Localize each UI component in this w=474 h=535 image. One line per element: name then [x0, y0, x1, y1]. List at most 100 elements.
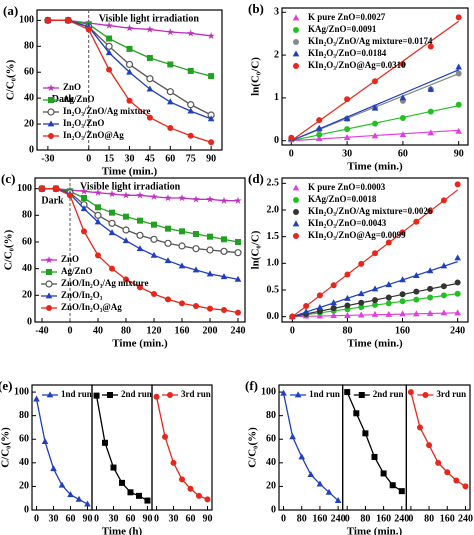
marker — [220, 196, 228, 204]
y-axis-label: ln(C₀/C) — [250, 57, 262, 96]
y-tick-label: 0 — [274, 135, 279, 146]
x-tick-label: 60 — [165, 153, 175, 164]
marker — [344, 271, 351, 278]
x-tick-label: -30 — [41, 153, 54, 164]
marker — [455, 127, 462, 134]
x-tick-label: 0 — [281, 513, 286, 524]
marker — [109, 209, 115, 216]
marker — [380, 470, 387, 477]
y-tick-label: 100 — [261, 386, 276, 397]
marker — [153, 393, 160, 400]
marker — [235, 239, 241, 245]
legend-label: Ag/ZnO — [63, 94, 95, 104]
x-tick-label: 60 — [125, 513, 135, 524]
y-tick-label: 2.5 — [267, 178, 280, 189]
marker — [298, 453, 306, 460]
x-tick-label: 160 — [312, 513, 327, 524]
legend-marker — [48, 97, 54, 103]
annotation: Visible light irradiation — [99, 13, 200, 24]
annotation: Dark — [52, 94, 75, 105]
marker — [372, 301, 378, 308]
marker — [106, 35, 113, 42]
marker — [41, 438, 49, 445]
marker — [455, 14, 462, 21]
marker — [151, 221, 157, 228]
marker — [399, 115, 406, 122]
marker — [106, 66, 113, 73]
x-tick-label: 240 — [231, 325, 246, 336]
legend-label: ZnO — [63, 82, 81, 92]
marker — [67, 192, 73, 199]
marker — [144, 497, 151, 504]
marker — [358, 304, 365, 311]
marker — [167, 98, 174, 105]
marker — [179, 476, 185, 483]
legend-label: K pure ZnO=0.0003 — [308, 182, 386, 192]
legend-label: Ag/ZnO — [61, 266, 93, 276]
marker — [151, 291, 157, 297]
marker — [344, 294, 351, 301]
marker — [123, 213, 129, 220]
x-tick-label: 0 — [94, 513, 99, 524]
y-tick-label: 0 — [29, 144, 34, 155]
legend-marker — [358, 392, 365, 398]
marker — [204, 496, 211, 503]
marker — [80, 187, 88, 195]
marker — [179, 300, 185, 307]
legend-label: KIn₂O₃/ZnO@Ag=0.0099 — [308, 230, 406, 240]
marker — [454, 279, 461, 286]
y-tick-label: 1.0 — [267, 258, 280, 269]
x-tick-label: 60 — [185, 513, 195, 524]
legend-label: KIn₂O₃/ZnO=0.0043 — [308, 218, 387, 228]
marker — [385, 300, 392, 307]
plot-frame — [151, 384, 213, 511]
marker — [221, 307, 227, 313]
y-tick-label: 20 — [22, 290, 32, 301]
y-tick-label: 1 — [274, 92, 279, 103]
panel-label: (b) — [248, 1, 264, 16]
marker — [399, 229, 406, 236]
marker — [399, 276, 406, 283]
marker — [193, 231, 199, 237]
marker — [385, 310, 393, 317]
marker — [187, 485, 194, 492]
legend-marker — [293, 233, 299, 239]
marker — [316, 304, 324, 310]
marker — [344, 302, 351, 309]
marker — [330, 312, 337, 318]
marker — [330, 299, 337, 306]
marker — [164, 194, 172, 202]
marker — [316, 131, 323, 138]
x-tick-label: 40 — [93, 325, 103, 336]
legend-marker — [293, 27, 299, 33]
marker — [289, 433, 296, 440]
marker — [413, 288, 420, 295]
marker — [399, 298, 406, 305]
x-tick-label: 30 — [342, 148, 352, 159]
marker — [427, 108, 434, 115]
marker — [316, 292, 323, 299]
marker — [371, 132, 379, 139]
x-tick-label: 45 — [145, 153, 155, 164]
marker — [435, 459, 442, 466]
marker — [371, 285, 379, 292]
legend-label: 1nd run — [61, 389, 92, 399]
marker — [385, 239, 392, 246]
annotation: Dark — [41, 195, 64, 206]
marker — [150, 235, 158, 243]
x-tick-label: 240 — [394, 513, 409, 524]
marker — [416, 424, 423, 431]
marker — [122, 226, 130, 234]
legend-label: KIn₂O₃/ZnO/Ag mixture=0.0026 — [308, 206, 433, 216]
series-line — [155, 396, 208, 500]
marker — [235, 309, 241, 316]
marker — [371, 310, 379, 317]
x-tick-label: 80 — [424, 513, 434, 524]
marker — [39, 185, 45, 192]
series-line — [346, 391, 403, 492]
legend-label: ZnO/In₂O₃@Ag — [61, 302, 122, 312]
y-axis-label: ln(C₀/C) — [250, 230, 262, 269]
marker — [315, 134, 323, 141]
marker — [75, 495, 83, 502]
marker — [357, 290, 365, 297]
